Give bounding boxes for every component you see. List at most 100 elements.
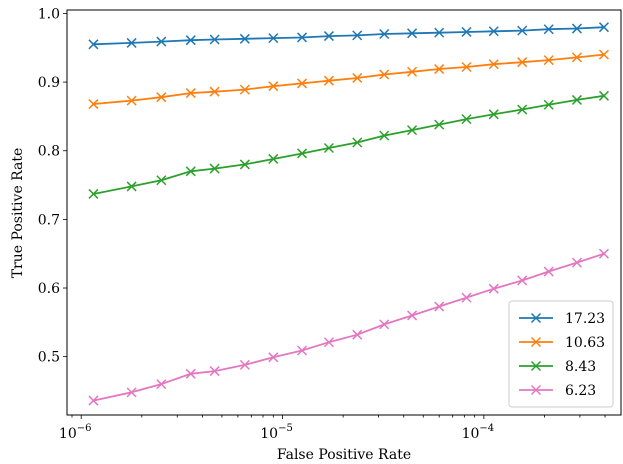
- data-point-marker: [156, 36, 167, 47]
- data-point-marker: [185, 88, 196, 99]
- legend-label: 17.23: [565, 311, 605, 327]
- data-point-marker: [598, 49, 609, 60]
- data-point-marker: [461, 292, 472, 303]
- data-point-marker: [126, 387, 137, 398]
- data-point-marker: [407, 28, 418, 39]
- x-tick-label: 10−5: [260, 423, 293, 442]
- data-point-marker: [297, 345, 308, 356]
- data-point-marker: [209, 366, 220, 377]
- data-point-marker: [598, 22, 609, 33]
- data-point-marker: [126, 181, 137, 192]
- data-point-marker: [407, 125, 418, 136]
- legend-marker: [530, 312, 542, 324]
- data-point-marker: [88, 99, 99, 110]
- data-point-marker: [352, 30, 363, 41]
- data-point-marker: [543, 266, 554, 277]
- data-point-marker: [88, 39, 99, 50]
- data-point-marker: [352, 137, 363, 148]
- data-point-marker: [88, 395, 99, 406]
- data-point-marker: [323, 142, 334, 154]
- data-point-marker: [571, 257, 582, 268]
- data-point-marker: [517, 25, 528, 36]
- data-point-marker: [543, 55, 554, 66]
- data-point-marker: [323, 31, 334, 42]
- data-point-marker: [156, 175, 167, 186]
- data-point-marker: [323, 337, 334, 348]
- data-point-marker: [239, 159, 250, 170]
- series-line: [93, 94, 605, 195]
- y-tick-label: 0.8: [38, 144, 60, 160]
- y-axis-title: True Positive Rate: [10, 148, 26, 279]
- data-point-marker: [379, 69, 390, 80]
- data-point-marker: [571, 94, 582, 105]
- data-point-marker: [239, 84, 250, 95]
- data-point-marker: [571, 52, 582, 63]
- data-point-marker: [268, 81, 279, 92]
- data-point-marker: [209, 86, 220, 97]
- x-tick-label: 10−4: [462, 423, 495, 442]
- data-point-marker: [185, 166, 196, 177]
- data-point-marker: [126, 37, 137, 48]
- data-point-marker: [598, 90, 609, 101]
- data-point-marker: [268, 352, 279, 363]
- plot-area: [66, 9, 622, 416]
- y-tick-label: 0.5: [38, 350, 60, 366]
- series-group: [88, 22, 609, 406]
- data-point-marker: [379, 28, 390, 40]
- data-point-marker: [488, 109, 499, 120]
- data-point-marker: [461, 26, 472, 37]
- data-point-marker: [434, 64, 445, 75]
- y-tick-label: 0.9: [38, 75, 60, 91]
- legend-label: 6.23: [565, 383, 596, 399]
- axis-ticks: 0.5 0.6 0.7 0.8 0.9 1.0 10−6 10−5 10−4: [38, 6, 606, 442]
- data-point-marker: [297, 78, 308, 89]
- data-point-marker: [434, 119, 445, 130]
- data-point-marker: [571, 23, 582, 34]
- data-point-marker: [239, 33, 250, 44]
- x-axis-title: False Positive Rate: [277, 447, 411, 463]
- data-point-marker: [461, 114, 472, 125]
- legend-marker: [530, 336, 542, 348]
- data-point-marker: [488, 283, 499, 294]
- legend: 17.23 10.63 8.43 6.23: [508, 300, 614, 408]
- data-point-marker: [598, 248, 609, 259]
- data-point-marker: [517, 57, 528, 68]
- y-tick-label: 1.0: [38, 6, 60, 22]
- data-point-marker: [239, 359, 250, 370]
- x-tick-label: 10−6: [59, 423, 92, 442]
- data-point-marker: [434, 301, 445, 312]
- data-point-marker: [461, 61, 472, 73]
- data-point-marker: [434, 27, 445, 38]
- data-point-marker: [379, 319, 390, 330]
- legend-box: [508, 300, 614, 408]
- data-point-marker: [543, 24, 554, 35]
- data-point-marker: [156, 379, 167, 390]
- data-point-marker: [352, 329, 363, 340]
- data-point-marker: [297, 148, 308, 159]
- data-point-marker: [407, 310, 418, 321]
- data-point-marker: [517, 275, 528, 286]
- data-point-marker: [488, 26, 499, 37]
- data-point-marker: [209, 163, 220, 174]
- series-line: [93, 53, 605, 105]
- legend-marker: [530, 360, 542, 372]
- legend-label: 10.63: [565, 335, 605, 351]
- data-point-marker: [185, 368, 196, 379]
- data-point-marker: [268, 153, 279, 164]
- data-point-marker: [488, 59, 499, 70]
- data-point-marker: [323, 75, 334, 86]
- data-point-marker: [352, 72, 363, 83]
- data-point-marker: [543, 99, 554, 110]
- data-point-marker: [126, 95, 137, 106]
- data-point-marker: [268, 33, 279, 44]
- y-tick-label: 0.7: [38, 212, 60, 228]
- data-point-marker: [156, 92, 167, 103]
- data-point-marker: [88, 188, 99, 199]
- data-point-marker: [517, 104, 528, 115]
- data-point-marker: [185, 35, 196, 46]
- data-point-marker: [209, 34, 220, 45]
- legend-marker: [530, 384, 542, 396]
- data-point-marker: [297, 32, 308, 43]
- data-point-marker: [407, 66, 418, 77]
